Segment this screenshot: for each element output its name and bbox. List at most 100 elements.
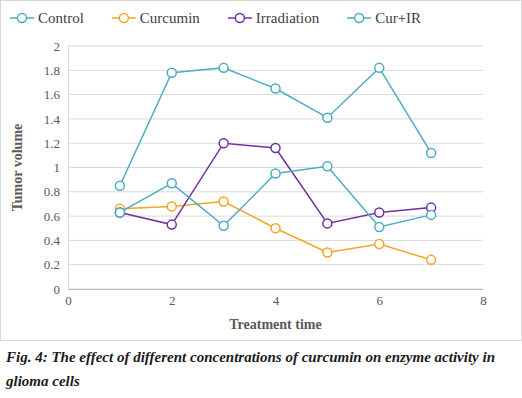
series-markers [115,63,435,190]
y-tick-label: 1 [54,160,61,175]
marker [219,63,228,72]
marker [323,113,332,122]
legend-item: Irradiation [228,10,320,26]
x-tick: 0 [65,289,72,308]
y-tick: 1.6 [44,87,68,102]
y-tick-label: 1.2 [44,136,60,151]
marker [375,63,384,72]
y-axis: 0 0.2 0.4 0.6 0.8 1 1.2 1.4 1.6 1.8 2 [44,39,69,297]
marker [271,84,280,93]
y-tick: 0.4 [44,233,68,248]
y-tick: 1.8 [44,63,68,78]
legend-marker [119,14,128,23]
marker [271,144,280,153]
y-tick: 0.6 [44,209,68,224]
x-tick-label: 2 [169,293,176,308]
x-tick-label: 6 [377,293,384,308]
x-axis: 0 2 4 6 8 [65,289,487,308]
legend: Control Curcumin Irradiation Cur+IR [10,10,421,26]
marker [167,68,176,77]
y-tick: 1.4 [44,112,68,127]
series-line [120,68,431,186]
grid [68,46,483,289]
chart: 0 0.2 0.4 0.6 0.8 1 1.2 1.4 1.6 1.8 2 0 2 4 6 8 Treatmen… [0,0,522,398]
marker [115,181,124,190]
y-tick-label: 1.8 [44,63,60,78]
y-axis-title: Tumor volume [10,124,25,212]
marker [115,208,124,217]
x-tick: 4 [273,289,280,308]
y-tick-label: 0.6 [44,209,61,224]
grid-line [68,167,483,168]
x-tick-label: 0 [65,293,72,308]
y-tick-label: 1.4 [44,112,61,127]
y-tick-label: 2 [54,39,61,54]
legend-marker [235,14,244,23]
y-axis-line [68,47,69,290]
legend-label: Cur+IR [375,10,421,26]
marker [219,197,228,206]
legend-label: Irradiation [256,10,320,26]
y-tick: 0.8 [44,184,68,199]
y-tick: 1.2 [44,136,68,151]
x-tick: 2 [169,289,176,308]
marker [323,162,332,171]
series-line [120,166,431,227]
grid-line [68,46,483,47]
x-tick: 8 [480,289,487,308]
marker [115,208,124,217]
grid-line [68,264,483,265]
legend-item: Cur+IR [347,10,421,26]
grid-line [68,191,483,192]
legend-label: Curcumin [140,10,200,26]
legend-marker [355,14,364,23]
x-tick-label: 8 [480,293,487,308]
caption-line: Fig. 4: The effect of different concentr… [5,349,495,365]
caption: Fig. 4: The effect of different concentr… [5,349,495,389]
y-tick: 0.2 [44,257,68,272]
grid-line [68,216,483,217]
y-tick-label: 0.8 [44,184,60,199]
y-tick-label: 0 [54,282,61,297]
series-line [120,143,431,224]
grid-line [68,70,483,71]
marker [219,139,228,148]
marker [167,220,176,229]
series-markers [115,197,435,264]
x-tick-label: 4 [273,293,280,308]
marker [375,208,384,217]
grid-line [68,118,483,119]
y-tick-label: 1.6 [44,87,61,102]
grid-line [68,94,483,95]
plot-area [115,63,435,264]
legend-marker [18,14,27,23]
grid-line [68,240,483,241]
marker [167,179,176,188]
marker [427,255,436,264]
y-tick: 2 [54,39,69,54]
y-tick-label: 0.2 [44,257,60,272]
grid-line [68,289,483,290]
y-tick: 1 [54,160,69,175]
chart-frame [1,1,522,341]
marker [167,202,176,211]
marker [427,210,436,219]
legend-item: Control [10,10,84,26]
legend-item: Curcumin [112,10,200,26]
marker [271,224,280,233]
caption-line: glioma cells [5,373,80,389]
legend-label: Control [38,10,84,26]
marker [219,221,228,230]
series-line [120,202,431,260]
series-markers [115,162,435,232]
marker [427,148,436,157]
marker [323,219,332,228]
marker [323,248,332,257]
x-tick: 6 [377,289,384,308]
series-markers [115,139,435,229]
x-axis-title: Treatment time [229,317,321,332]
y-tick-label: 0.4 [44,233,61,248]
marker [375,223,384,232]
x-axis-line [69,289,484,290]
marker [271,169,280,178]
